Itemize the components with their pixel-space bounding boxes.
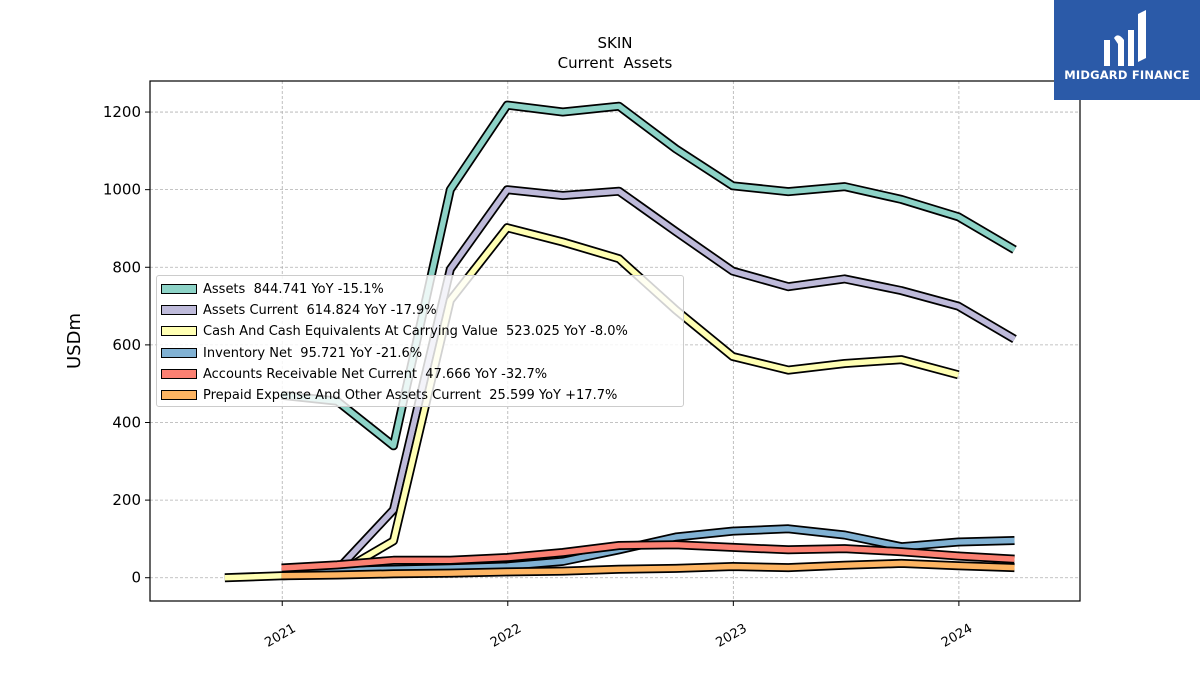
y-tick-label: 800 [112, 258, 141, 276]
logo-mark-icon [1104, 10, 1146, 66]
legend-label: Prepaid Expense And Other Assets Current… [203, 387, 618, 403]
x-tick-label: 2022 [488, 621, 524, 651]
legend-label: Assets Current 614.824 YoY -17.9% [203, 303, 437, 319]
y-tick-label: 1000 [103, 181, 141, 199]
logo-text: MIDGARD FINANCE [1064, 68, 1190, 82]
x-tick-label: 2021 [262, 621, 298, 651]
legend-item: Inventory Net 95.721 YoY -21.6% [161, 343, 683, 364]
legend: Assets 844.741 YoY -15.1% Assets Current … [156, 275, 684, 407]
series-lines [224, 100, 1017, 583]
y-tick-label: 400 [112, 413, 141, 431]
logo: MIDGARD FINANCE [1054, 0, 1200, 100]
legend-item: Cash And Cash Equivalents At Carrying Va… [161, 321, 683, 342]
legend-label: Assets 844.741 YoY -15.1% [203, 282, 384, 297]
y-tick-label: 200 [112, 491, 141, 509]
legend-label: Accounts Receivable Net Current 47.666 Y… [203, 366, 548, 382]
legend-swatch [161, 305, 197, 316]
series-line-assets-current [335, 186, 1016, 572]
legend-swatch [161, 347, 197, 358]
legend-swatch [161, 389, 197, 400]
chart-title: SKIN [597, 34, 632, 52]
plot-frame [149, 80, 1081, 602]
legend-label: Inventory Net 95.721 YoY -21.6% [203, 345, 423, 361]
legend-swatch [161, 326, 197, 337]
y-tick-label: 0 [131, 569, 141, 587]
x-tick-label: 2024 [939, 621, 975, 651]
chart-subtitle: Current Assets [558, 54, 673, 72]
legend-swatch [161, 284, 197, 294]
series-line-prepaid-expense-and-other-assets-current [281, 560, 1015, 579]
y-axis-label: USDm [64, 313, 85, 369]
legend-item: Accounts Receivable Net Current 47.666 Y… [161, 364, 683, 385]
legend-swatch [161, 368, 197, 379]
legend-item: Assets Current 614.824 YoY -17.9% [161, 300, 683, 321]
legend-item: Prepaid Expense And Other Assets Current… [161, 385, 683, 406]
x-tick-label: 2023 [714, 621, 750, 651]
y-tick-label: 600 [112, 336, 141, 354]
legend-item: Assets 844.741 YoY -15.1% [161, 279, 683, 300]
series-line-accounts-receivable-net-current [281, 541, 1015, 571]
legend-label: Cash And Cash Equivalents At Carrying Va… [203, 324, 628, 340]
y-tick-label: 1200 [103, 103, 141, 121]
